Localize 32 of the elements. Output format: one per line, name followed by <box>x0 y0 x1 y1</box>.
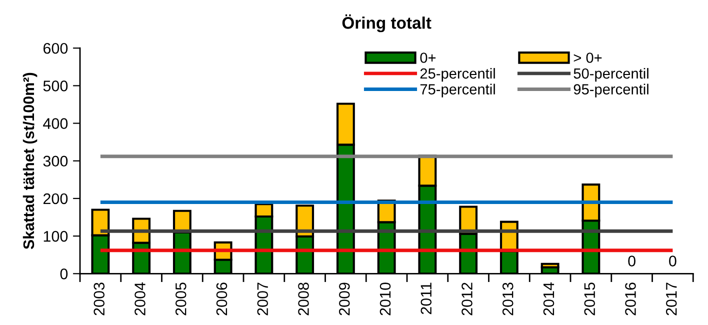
legend-label: 25-percentil <box>420 68 495 82</box>
x-tick-label: 2008 <box>298 282 309 316</box>
y-tick-label: 200 <box>43 193 68 204</box>
x-tick-label: 2003 <box>94 282 105 316</box>
x-tick-label: 2011 <box>420 282 432 314</box>
y-tick-label: 600 <box>43 42 68 54</box>
x-tick-label: 2009 <box>338 282 350 316</box>
x-tick-label: 2007 <box>257 282 268 316</box>
legend-label: 50-percentil <box>574 68 648 82</box>
legend-label: 75-percentil <box>420 84 495 98</box>
chart-title: Öring totalt <box>342 14 432 32</box>
y-tick-label: 500 <box>43 80 68 92</box>
x-tick-label: 2005 <box>175 282 186 316</box>
y-tick-label: 400 <box>43 118 68 129</box>
x-tick-label: 2010 <box>380 282 391 316</box>
x-tick-label: 2015 <box>584 282 596 316</box>
data-label: 0 <box>628 256 636 266</box>
x-tick-label: 2006 <box>216 282 228 316</box>
x-tick-label: 2004 <box>134 282 146 316</box>
x-tick-label: 2016 <box>625 282 636 316</box>
x-tick-label: 2017 <box>666 282 677 316</box>
x-tick-label: 2012 <box>462 282 472 316</box>
data-label: 0 <box>669 256 676 266</box>
x-tick-label: 2014 <box>543 282 554 316</box>
y-tick-label: 100 <box>44 230 68 242</box>
y-tick-label: 300 <box>43 156 68 167</box>
y-axis-title: Skattad täthet (st/100m²) <box>22 72 38 250</box>
legend-label: > 0+ <box>574 52 602 63</box>
x-tick-label: 2013 <box>502 282 514 316</box>
y-tick-label: 0 <box>60 268 68 280</box>
legend-label: 95-percentil <box>574 84 648 98</box>
legend-label: 0+ <box>420 52 436 63</box>
